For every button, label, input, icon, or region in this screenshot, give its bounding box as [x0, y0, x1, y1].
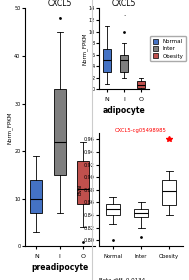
Y-axis label: Norm_FPKM: Norm_FPKM: [7, 111, 13, 144]
PathPatch shape: [162, 180, 176, 205]
Y-axis label: BVal: BVal: [77, 184, 82, 195]
Title: CXCL5-cg05498985: CXCL5-cg05498985: [115, 128, 167, 133]
PathPatch shape: [134, 209, 148, 218]
PathPatch shape: [120, 55, 128, 72]
PathPatch shape: [77, 161, 89, 204]
X-axis label: preadipocyte: preadipocyte: [31, 263, 88, 272]
Text: .: .: [59, 13, 61, 19]
Title: CXCL5: CXCL5: [112, 0, 136, 8]
Text: Beta diff  0.0134: Beta diff 0.0134: [99, 278, 145, 280]
Y-axis label: Norm_FPKM: Norm_FPKM: [81, 33, 87, 65]
PathPatch shape: [30, 180, 42, 213]
PathPatch shape: [106, 204, 120, 215]
X-axis label: adipocyte: adipocyte: [103, 106, 145, 115]
PathPatch shape: [137, 81, 145, 88]
Title: CXCL5: CXCL5: [48, 0, 72, 8]
Text: .: .: [123, 11, 125, 17]
PathPatch shape: [54, 89, 66, 175]
Legend: Normal, Inter, Obesity: Normal, Inter, Obesity: [150, 36, 187, 61]
PathPatch shape: [103, 49, 112, 72]
